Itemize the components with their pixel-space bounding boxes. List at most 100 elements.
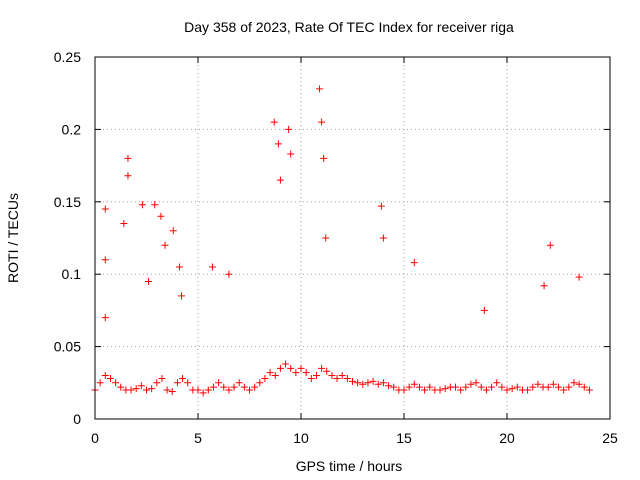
data-point (503, 386, 511, 394)
data-point (320, 154, 328, 162)
data-point (168, 387, 176, 395)
data-point (96, 379, 104, 387)
data-point (374, 380, 382, 388)
data-point (127, 386, 135, 394)
data-point (343, 374, 351, 382)
data-point (256, 379, 264, 387)
data-point (452, 383, 459, 391)
data-point (318, 364, 326, 372)
data-point (307, 374, 315, 382)
data-point (400, 386, 408, 394)
data-point (359, 380, 367, 388)
data-point (354, 379, 362, 387)
data-point (148, 385, 156, 393)
data-point (261, 374, 269, 382)
data-point (585, 386, 593, 394)
data-point (297, 364, 305, 372)
data-point (138, 201, 146, 209)
data-point (498, 383, 506, 391)
data-point (120, 220, 128, 228)
data-point (322, 234, 330, 242)
data-point (235, 379, 243, 387)
data-point (271, 372, 279, 380)
data-point (158, 374, 166, 382)
data-point (349, 377, 356, 385)
x-tick-label: 25 (602, 430, 618, 446)
data-point (225, 386, 233, 394)
data-point (287, 150, 295, 158)
data-point (274, 140, 282, 148)
data-point (285, 125, 293, 133)
y-tick-label: 0.15 (54, 194, 81, 210)
data-point (204, 386, 212, 394)
data-point (302, 369, 310, 377)
data-point (410, 259, 418, 267)
data-point (560, 386, 568, 394)
data-point (179, 374, 187, 382)
data-point (421, 386, 429, 394)
data-point (292, 369, 300, 377)
data-point (405, 383, 413, 391)
data-point (101, 372, 109, 380)
data-point (534, 380, 542, 388)
data-point (441, 385, 449, 393)
data-point (316, 85, 324, 93)
data-point (513, 383, 521, 391)
data-point (124, 172, 132, 180)
data-point (209, 383, 217, 391)
data-point (555, 383, 562, 391)
data-point (575, 273, 583, 281)
data-point (323, 367, 331, 375)
data-point (215, 379, 223, 387)
data-point (410, 380, 418, 388)
y-tick-label: 0 (73, 411, 81, 427)
x-tick-label: 10 (293, 430, 309, 446)
data-point (153, 379, 161, 387)
data-point (112, 379, 120, 387)
data-point (488, 383, 496, 391)
data-point (101, 314, 109, 322)
data-point (240, 383, 248, 391)
data-point (457, 386, 465, 394)
data-point (364, 379, 372, 387)
data-point (184, 379, 192, 387)
data-point (436, 386, 444, 394)
x-tick-label: 15 (396, 430, 412, 446)
data-point (276, 364, 284, 372)
data-point (328, 372, 336, 380)
data-point (246, 386, 253, 394)
data-point (173, 379, 181, 387)
data-point (570, 379, 578, 387)
data-point (266, 369, 274, 377)
data-point (426, 383, 434, 391)
data-point (379, 379, 387, 387)
data-point (145, 277, 153, 285)
data-point (377, 202, 385, 210)
data-point (540, 282, 548, 290)
data-point (169, 227, 177, 235)
data-point (137, 382, 145, 390)
data-point (472, 379, 480, 387)
y-axis-label: ROTI / TECUs (5, 193, 21, 283)
x-tick-label: 5 (194, 430, 202, 446)
data-point (333, 374, 341, 382)
data-point (117, 383, 125, 391)
data-point (580, 383, 588, 391)
data-point (477, 383, 485, 391)
data-point (199, 389, 207, 397)
data-point (462, 383, 470, 391)
data-point (225, 270, 233, 278)
data-point (282, 360, 290, 368)
data-point (318, 118, 326, 126)
data-point (575, 380, 583, 388)
data-point (544, 383, 552, 391)
data-point (163, 386, 171, 394)
data-point (220, 383, 228, 391)
data-point (482, 386, 490, 394)
data-point (529, 383, 537, 391)
data-point (101, 205, 109, 213)
y-tick-label: 0.05 (54, 339, 81, 355)
x-axis-label: GPS time / hours (296, 458, 403, 474)
data-point (151, 201, 159, 209)
